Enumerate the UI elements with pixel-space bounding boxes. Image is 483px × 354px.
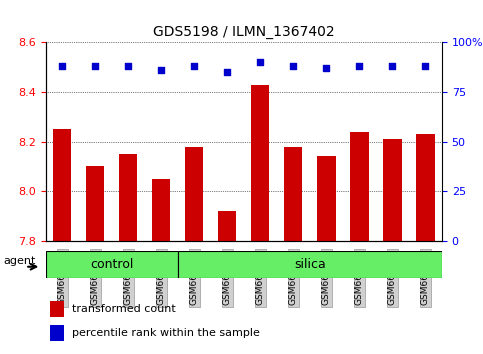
Point (388, 63, 396, 69)
Bar (416, 134, 435, 241)
Point (157, 67, 165, 73)
Point (91, 63, 99, 69)
Point (256, 59, 264, 65)
Point (224, 69, 231, 75)
Bar (119, 154, 138, 241)
Bar (178, 251, 442, 278)
Bar (251, 85, 270, 241)
Bar (152, 179, 170, 241)
Point (190, 63, 198, 69)
Bar (185, 147, 203, 241)
Bar (384, 139, 401, 241)
Bar (218, 211, 237, 241)
Text: percentile rank within the sample: percentile rank within the sample (71, 328, 259, 338)
Bar (284, 147, 302, 241)
Bar (86, 166, 104, 241)
Bar (317, 156, 336, 241)
Text: transformed count: transformed count (71, 304, 175, 314)
Title: GDS5198 / ILMN_1367402: GDS5198 / ILMN_1367402 (153, 25, 335, 39)
Bar (50, 301, 64, 317)
Bar (46, 251, 178, 278)
Point (58, 63, 66, 69)
Point (422, 63, 429, 69)
Text: agent: agent (4, 256, 36, 267)
Bar (350, 132, 369, 241)
Text: silica: silica (294, 258, 326, 271)
Text: control: control (90, 258, 134, 271)
Point (355, 63, 363, 69)
Bar (50, 325, 64, 341)
Bar (53, 129, 71, 241)
Point (323, 65, 330, 71)
Point (289, 63, 297, 69)
Point (125, 63, 132, 69)
